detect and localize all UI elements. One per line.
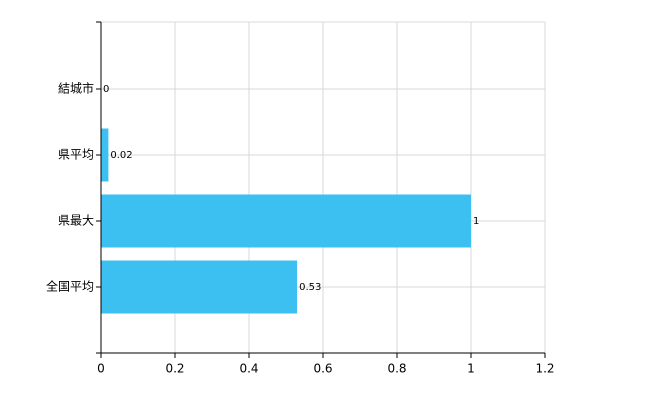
y-tick-label: 県最大 <box>58 214 94 228</box>
value-label: 0.02 <box>110 150 132 161</box>
x-tick-label: 0.2 <box>165 362 184 376</box>
value-label: 0.53 <box>299 282 321 293</box>
x-tick-label: 0.6 <box>313 362 332 376</box>
x-tick-label: 0.8 <box>387 362 406 376</box>
y-tick-label: 県平均 <box>58 148 94 162</box>
bar <box>101 260 298 314</box>
x-tick-label: 0 <box>97 362 105 376</box>
y-tick-label: 結城市 <box>58 81 94 96</box>
bar <box>101 128 109 182</box>
y-tick-label: 全国平均 <box>46 279 94 294</box>
value-label: 1 <box>473 216 479 227</box>
value-label: 0 <box>103 84 109 95</box>
x-tick-label: 1.2 <box>535 362 554 376</box>
bar <box>101 194 471 248</box>
x-tick-label: 1 <box>467 362 475 376</box>
x-tick-label: 0.4 <box>239 362 258 376</box>
